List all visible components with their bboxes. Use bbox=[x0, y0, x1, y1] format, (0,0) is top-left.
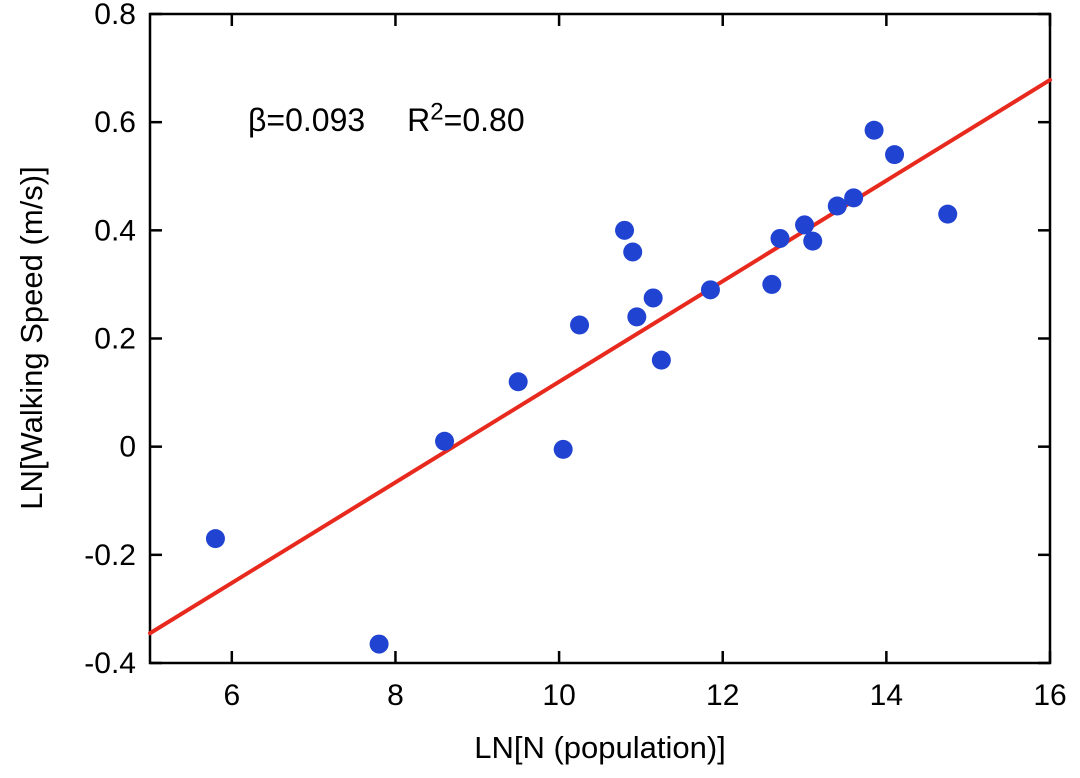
data-point bbox=[803, 231, 823, 251]
x-axis-label: LN[N (population)] bbox=[474, 730, 726, 765]
x-tick-label: 8 bbox=[387, 679, 404, 712]
x-tick-label: 16 bbox=[1033, 679, 1066, 712]
y-tick-label: 0.4 bbox=[94, 214, 136, 247]
data-point bbox=[827, 196, 847, 216]
y-tick-label: 0 bbox=[119, 431, 136, 464]
data-point bbox=[762, 274, 782, 294]
r-squared-exponent: 2 bbox=[430, 98, 444, 126]
data-point bbox=[864, 120, 884, 140]
fit-annotation: β=0.093 R2=0.80 bbox=[248, 100, 525, 139]
x-tick-label: 12 bbox=[706, 679, 739, 712]
data-point bbox=[938, 204, 958, 224]
y-axis-label: LN[Walking Speed (m/s)] bbox=[14, 166, 49, 510]
y-tick-label: 0.2 bbox=[94, 323, 136, 356]
data-point bbox=[553, 439, 573, 459]
x-tick-label: 10 bbox=[542, 679, 575, 712]
y-tick-label: 0.8 bbox=[94, 0, 136, 31]
data-point bbox=[615, 220, 635, 240]
data-point bbox=[369, 634, 389, 654]
data-point bbox=[508, 372, 528, 392]
y-tick-label: -0.4 bbox=[84, 647, 136, 680]
data-point bbox=[795, 215, 815, 235]
data-point bbox=[570, 315, 590, 335]
y-tick-label: 0.6 bbox=[94, 106, 136, 139]
data-point bbox=[770, 228, 790, 248]
data-point bbox=[885, 145, 905, 165]
data-point bbox=[700, 280, 720, 300]
data-point bbox=[643, 288, 663, 308]
r-squared-base: R bbox=[407, 102, 431, 138]
x-tick-label: 6 bbox=[223, 679, 240, 712]
beta-value: β=0.093 bbox=[248, 102, 366, 138]
data-point bbox=[627, 307, 647, 327]
r-squared-rest: =0.80 bbox=[443, 102, 525, 138]
y-tick-label: -0.2 bbox=[84, 539, 136, 572]
data-point bbox=[623, 242, 643, 262]
data-point bbox=[651, 350, 671, 370]
data-point bbox=[435, 431, 455, 451]
data-point bbox=[205, 529, 225, 549]
r-squared-value: R2=0.80 bbox=[407, 100, 525, 138]
x-tick-label: 14 bbox=[870, 679, 903, 712]
data-point bbox=[844, 188, 864, 208]
regression-line bbox=[148, 77, 1052, 636]
